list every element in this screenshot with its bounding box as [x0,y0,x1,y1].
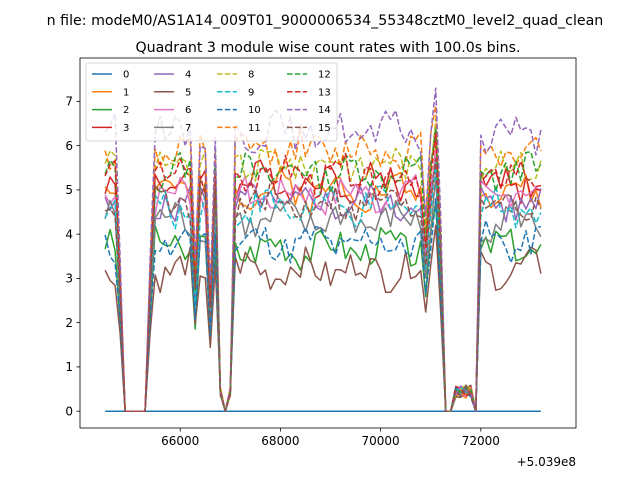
legend-frame [85,62,338,142]
y-tick-label: 4 [65,227,73,241]
x-tick-label: 72000 [462,434,500,448]
legend-label-12: 12 [318,70,331,81]
y-tick-label: 6 [65,139,73,153]
chart-title: Quadrant 3 module wise count rates with … [135,40,520,56]
legend-label-13: 13 [318,87,331,98]
legend-label-8: 8 [248,70,254,81]
series-group [104,87,542,412]
legend-label-14: 14 [318,105,331,116]
y-tick-label: 1 [65,360,73,374]
series-line-15 [104,158,542,412]
y-tick-label: 2 [65,316,73,330]
x-tick-label: 66000 [161,434,199,448]
legend-label-11: 11 [248,123,261,134]
x-offset-label: +5.039e8 [517,455,576,469]
series-line-4 [104,158,542,412]
legend-label-10: 10 [248,105,261,116]
legend-label-2: 2 [123,105,129,116]
y-tick-label: 0 [65,404,73,418]
chart-suptitle: n file: modeM0/AS1A14_009T01_9000006534_… [47,13,604,29]
x-tick-label: 68000 [261,434,299,448]
series-line-11 [104,105,542,412]
legend-label-7: 7 [185,123,191,134]
y-tick-label: 3 [65,272,73,286]
plot-frame [79,57,577,429]
legend-label-9: 9 [248,87,254,98]
legend-label-6: 6 [185,105,191,116]
series-line-5 [104,224,542,412]
series-line-10 [104,197,541,412]
legend-label-0: 0 [123,70,129,81]
y-tick-label: 7 [65,95,73,109]
x-tick-label: 70000 [362,434,400,448]
y-axis: 0 1 2 3 4 5 6 7 [65,95,80,418]
y-tick-label: 5 [65,183,73,197]
legend-label-15: 15 [318,123,331,134]
legend-label-1: 1 [123,87,129,98]
series-line-13 [104,131,542,412]
legend-label-4: 4 [185,70,191,81]
legend-label-5: 5 [185,87,191,98]
legend-label-3: 3 [123,123,129,134]
x-axis: 66000 68000 70000 72000 [161,428,500,448]
